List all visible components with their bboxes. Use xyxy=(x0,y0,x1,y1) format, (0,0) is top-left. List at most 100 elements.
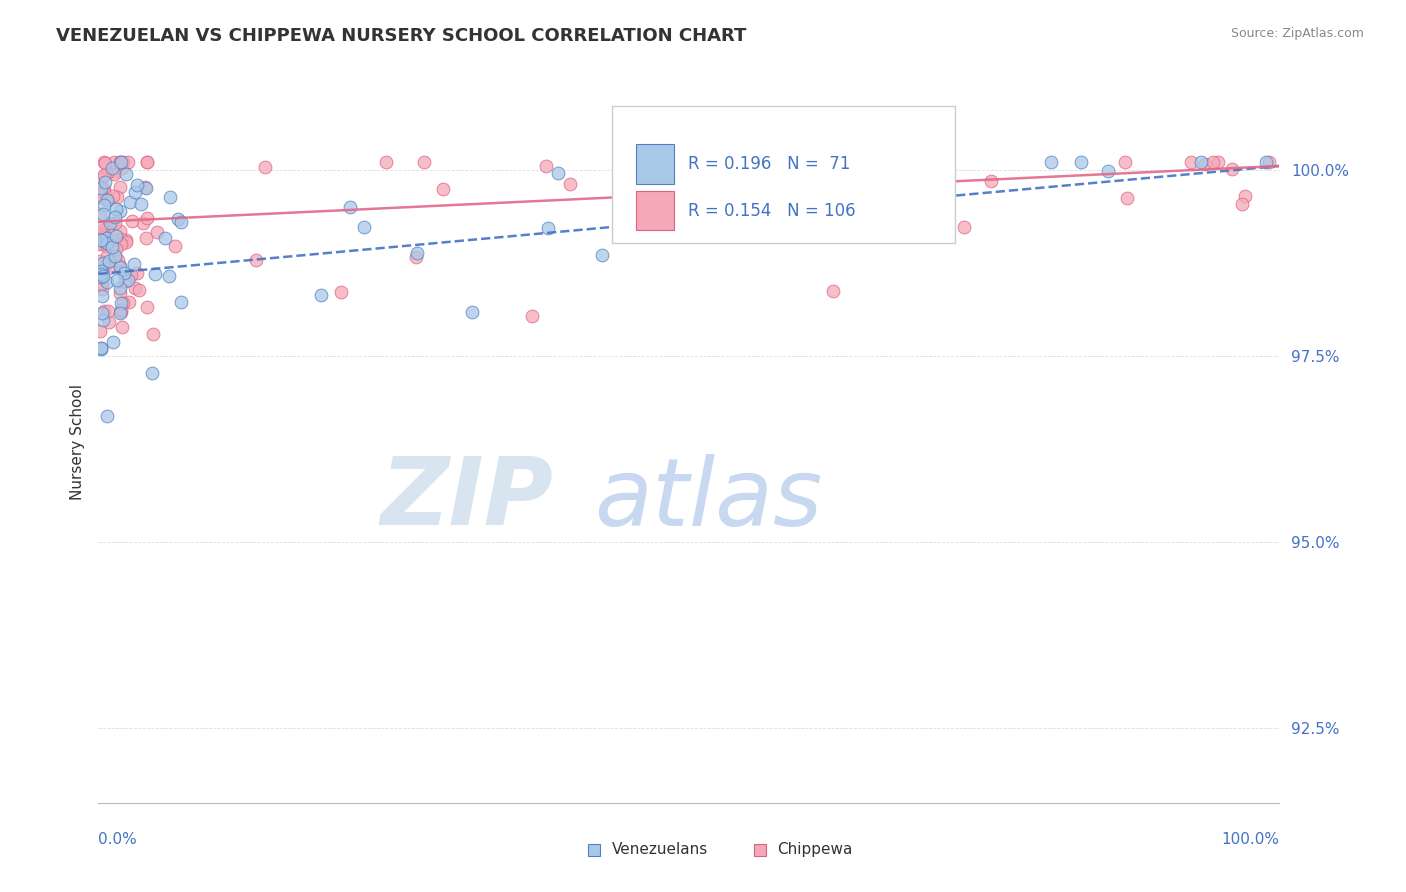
Point xyxy=(115,233,138,247)
Text: R = 0.196   N =  71: R = 0.196 N = 71 xyxy=(688,155,851,173)
Point xyxy=(96,193,118,207)
Point xyxy=(98,254,121,268)
Point xyxy=(141,366,163,380)
Point xyxy=(135,180,157,194)
Point xyxy=(104,229,127,244)
FancyBboxPatch shape xyxy=(612,105,955,243)
Point xyxy=(112,295,135,310)
Point xyxy=(135,211,157,225)
Point xyxy=(110,236,132,251)
Point xyxy=(339,200,361,214)
Point xyxy=(115,235,138,249)
Point xyxy=(135,301,157,315)
Point xyxy=(91,277,114,292)
Point xyxy=(104,216,127,230)
Y-axis label: Nursery School: Nursery School xyxy=(69,384,84,500)
Point xyxy=(159,190,181,204)
Point xyxy=(146,225,169,239)
Point xyxy=(91,227,114,242)
Point xyxy=(91,288,114,302)
Point xyxy=(534,159,557,173)
Text: Chippewa: Chippewa xyxy=(778,842,853,857)
Point xyxy=(91,306,114,320)
Point xyxy=(89,236,111,251)
Point xyxy=(90,341,112,355)
Point xyxy=(90,264,112,278)
Point xyxy=(117,155,139,169)
Point xyxy=(1230,197,1253,211)
Point xyxy=(90,267,112,281)
Point xyxy=(110,303,132,318)
Point xyxy=(110,305,132,319)
Point xyxy=(122,258,145,272)
Point xyxy=(1115,191,1137,205)
Point xyxy=(91,268,114,283)
Point xyxy=(91,207,114,221)
Point xyxy=(118,295,141,310)
Point xyxy=(1233,189,1256,203)
Point xyxy=(96,238,118,252)
Point xyxy=(104,202,127,217)
Point xyxy=(108,155,131,169)
Point xyxy=(93,186,115,200)
Point xyxy=(127,178,149,193)
Point xyxy=(90,270,112,285)
Point xyxy=(94,156,117,170)
Point xyxy=(170,214,193,228)
Point xyxy=(124,186,146,200)
Point xyxy=(132,216,155,230)
Text: VENEZUELAN VS CHIPPEWA NURSERY SCHOOL CORRELATION CHART: VENEZUELAN VS CHIPPEWA NURSERY SCHOOL CO… xyxy=(56,27,747,45)
Point xyxy=(90,342,112,356)
Point xyxy=(136,155,159,169)
Point xyxy=(808,177,831,191)
Point xyxy=(96,409,118,424)
Point xyxy=(980,174,1002,188)
Point xyxy=(170,295,193,310)
Point xyxy=(807,155,830,169)
Point xyxy=(405,250,427,264)
Point xyxy=(93,303,115,318)
Point xyxy=(112,266,135,280)
Point xyxy=(89,324,111,338)
Point xyxy=(157,268,180,283)
Point xyxy=(121,214,143,228)
Point xyxy=(93,234,115,248)
Point xyxy=(1206,155,1229,169)
Point xyxy=(90,233,112,247)
Point xyxy=(374,155,396,169)
Point xyxy=(558,177,581,191)
Point xyxy=(93,155,115,169)
Text: ZIP: ZIP xyxy=(380,453,553,545)
Point xyxy=(105,242,128,256)
Point xyxy=(821,284,844,298)
Point xyxy=(432,182,454,196)
Point xyxy=(89,187,111,202)
Point xyxy=(91,256,114,270)
Point xyxy=(1202,155,1225,169)
Point xyxy=(461,304,484,318)
Point xyxy=(165,239,187,253)
Point xyxy=(118,194,141,209)
Point xyxy=(353,219,375,234)
Point xyxy=(90,220,112,235)
Point xyxy=(93,181,115,195)
Point xyxy=(90,265,112,279)
Point xyxy=(101,161,124,176)
Point xyxy=(94,258,117,272)
Point xyxy=(135,231,157,245)
Point xyxy=(547,166,569,180)
Point xyxy=(97,191,120,205)
Point xyxy=(1258,155,1281,169)
Point xyxy=(107,190,129,204)
Point xyxy=(96,165,118,179)
Point xyxy=(96,194,118,208)
Point xyxy=(1180,155,1202,169)
Point xyxy=(108,204,131,219)
Point xyxy=(1194,156,1216,170)
Point xyxy=(120,268,142,282)
Point xyxy=(1220,161,1243,176)
Point xyxy=(655,174,678,188)
Point xyxy=(124,281,146,295)
Point xyxy=(628,155,651,169)
Point xyxy=(110,224,132,238)
